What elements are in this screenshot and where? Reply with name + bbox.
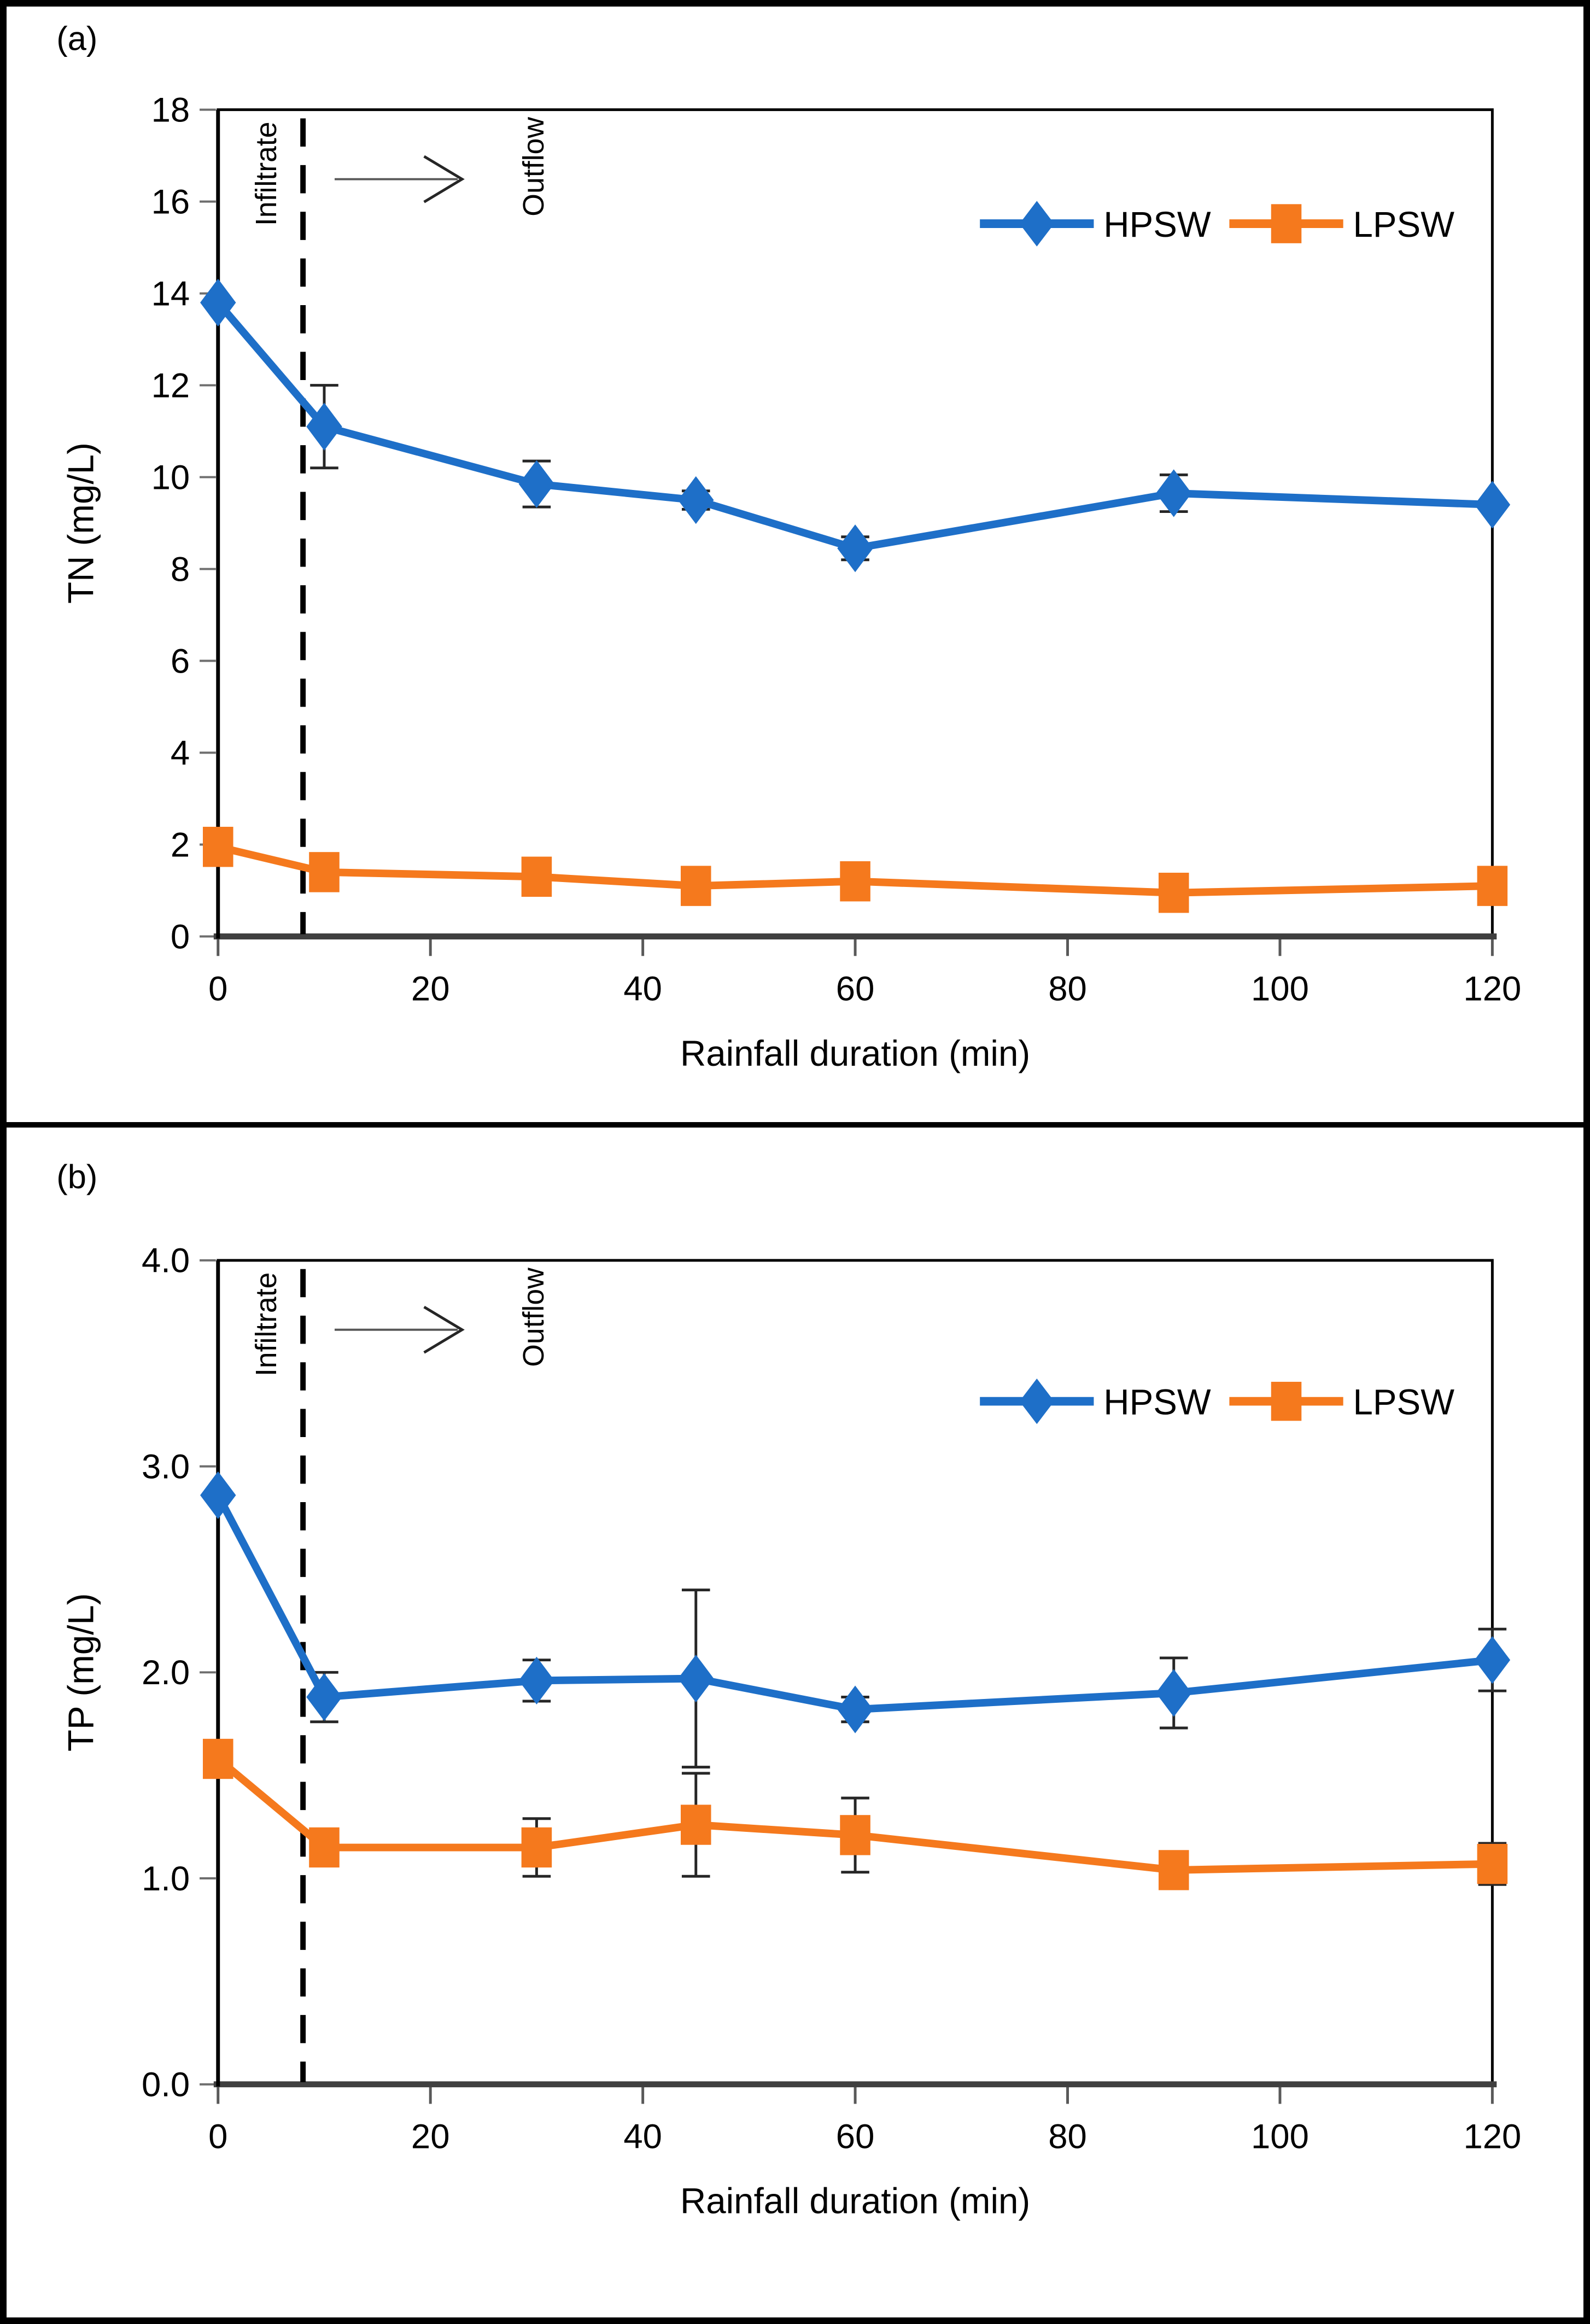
legend-label: HPSW xyxy=(1103,205,1211,244)
y-tick-label: 2.0 xyxy=(142,1654,190,1692)
data-point-diamond-icon xyxy=(678,1654,714,1703)
data-point-square-icon xyxy=(1477,866,1508,906)
y-tick-label: 16 xyxy=(151,183,190,221)
outflow-label: Outflow xyxy=(518,1268,550,1367)
y-tick-label: 6 xyxy=(171,642,190,680)
x-axis-title: Rainfall duration (min) xyxy=(680,2181,1030,2221)
legend-diamond-icon xyxy=(1019,1378,1055,1424)
data-point-diamond-icon xyxy=(678,476,714,524)
data-point-square-icon xyxy=(840,1815,870,1855)
data-point-diamond-icon xyxy=(1156,1669,1192,1717)
y-tick-label: 0.0 xyxy=(142,2066,190,2104)
data-point-square-icon xyxy=(521,1827,552,1868)
legend-square-icon xyxy=(1271,204,1302,243)
series-hpsw xyxy=(200,278,1511,573)
tn-chart-svg: (a) 0 2 4 6 8 10 12 14 16 18 0 20 40 60 80 100 120 Rainfal… xyxy=(56,20,1521,1073)
series-hpsw xyxy=(200,1471,1511,1769)
y-tick-label: 4 xyxy=(171,734,190,772)
panel-label: (b) xyxy=(56,1158,97,1196)
data-point-square-icon xyxy=(840,861,870,902)
y-tick-label: 18 xyxy=(151,91,190,129)
data-point-diamond-icon xyxy=(306,1673,342,1721)
y-tick-label: 1.0 xyxy=(142,1860,190,1898)
panel-a: (a) 0 2 4 6 8 10 12 14 16 18 0 20 40 60 80 100 120 Rainfal… xyxy=(7,7,1583,1122)
data-point-diamond-icon xyxy=(1474,481,1511,529)
x-tick-label: 0 xyxy=(208,2118,227,2156)
data-point-square-icon xyxy=(680,866,711,906)
x-tick-label: 100 xyxy=(1251,970,1309,1008)
legend-item-hpsw: HPSW xyxy=(980,201,1211,247)
x-tick-label: 40 xyxy=(623,2118,662,2156)
data-point-diamond-icon xyxy=(200,278,236,327)
x-tick-label: 0 xyxy=(208,970,227,1008)
data-point-diamond-icon xyxy=(306,402,342,451)
legend-label: LPSW xyxy=(1353,1382,1455,1422)
x-tick-label: 100 xyxy=(1251,2118,1309,2156)
data-point-diamond-icon xyxy=(1474,1636,1511,1684)
data-point-square-icon xyxy=(309,1827,340,1868)
series-lpsw xyxy=(203,1738,1508,1890)
y-tick-label: 2 xyxy=(171,826,190,864)
x-tick-label: 80 xyxy=(1048,2118,1087,2156)
x-tick-label: 80 xyxy=(1048,970,1087,1008)
series-lpsw xyxy=(203,826,1508,913)
series-line xyxy=(214,1493,1493,1714)
data-point-square-icon xyxy=(521,856,552,897)
data-point-diamond-icon xyxy=(518,460,555,508)
data-point-square-icon xyxy=(1158,872,1189,913)
infiltrate-label: Infiltrate xyxy=(250,121,283,226)
panel-label: (a) xyxy=(56,20,97,57)
legend-square-icon xyxy=(1271,1381,1302,1421)
x-tick-label: 40 xyxy=(623,970,662,1008)
data-point-diamond-icon xyxy=(1156,469,1192,517)
legend-item-hpsw: HPSW xyxy=(980,1378,1211,1424)
x-tick-label: 20 xyxy=(411,2118,450,2156)
data-point-square-icon xyxy=(203,1738,233,1779)
data-point-diamond-icon xyxy=(837,524,873,573)
legend-diamond-icon xyxy=(1019,201,1055,247)
y-tick-label: 3.0 xyxy=(142,1447,190,1486)
series-line xyxy=(215,300,1493,552)
data-point-square-icon xyxy=(1158,1850,1189,1890)
panel-b: (b) 0.0 1.0 2.0 3.0 4.0 0 20 40 60 80 100 120 Rainfal… xyxy=(7,1128,1583,2317)
panel-divider xyxy=(7,1122,1583,1128)
x-tick-label: 120 xyxy=(1463,2118,1521,2156)
x-tick-label: 120 xyxy=(1463,970,1521,1008)
y-tick-label: 8 xyxy=(171,550,190,588)
outflow-label: Outflow xyxy=(517,117,550,217)
y-tick-label: 12 xyxy=(151,366,190,405)
x-tick-label: 60 xyxy=(836,2118,875,2156)
data-point-diamond-icon xyxy=(518,1656,555,1704)
data-point-square-icon xyxy=(203,826,233,867)
legend-label: HPSW xyxy=(1103,1382,1211,1422)
arrow-head-icon xyxy=(423,1306,465,1354)
data-point-square-icon xyxy=(1477,1843,1508,1884)
infiltrate-label: Infiltrate xyxy=(250,1272,283,1376)
y-tick-label: 0 xyxy=(171,918,190,956)
data-point-diamond-icon xyxy=(200,1471,236,1519)
tp-chart-svg: (b) 0.0 1.0 2.0 3.0 4.0 0 20 40 60 80 100 120 Rainfal… xyxy=(56,1158,1521,2221)
legend-label: LPSW xyxy=(1353,205,1455,244)
x-tick-label: 20 xyxy=(411,970,450,1008)
arrow-head-icon xyxy=(423,155,465,203)
data-point-diamond-icon xyxy=(837,1685,873,1733)
legend-item-lpsw: LPSW xyxy=(1229,204,1454,244)
legend-item-lpsw: LPSW xyxy=(1229,1381,1455,1422)
y-axis-title: TN (mg/L) xyxy=(61,442,101,604)
y-tick-label: 14 xyxy=(151,275,190,313)
data-point-square-icon xyxy=(309,852,340,892)
x-tick-label: 60 xyxy=(836,970,875,1008)
x-axis-title: Rainfall duration (min) xyxy=(680,1033,1030,1073)
data-point-square-icon xyxy=(680,1805,711,1845)
y-tick-label: 4.0 xyxy=(142,1242,190,1280)
y-tick-label: 10 xyxy=(151,458,190,497)
y-axis-title: TP (mg/L) xyxy=(61,1593,101,1751)
